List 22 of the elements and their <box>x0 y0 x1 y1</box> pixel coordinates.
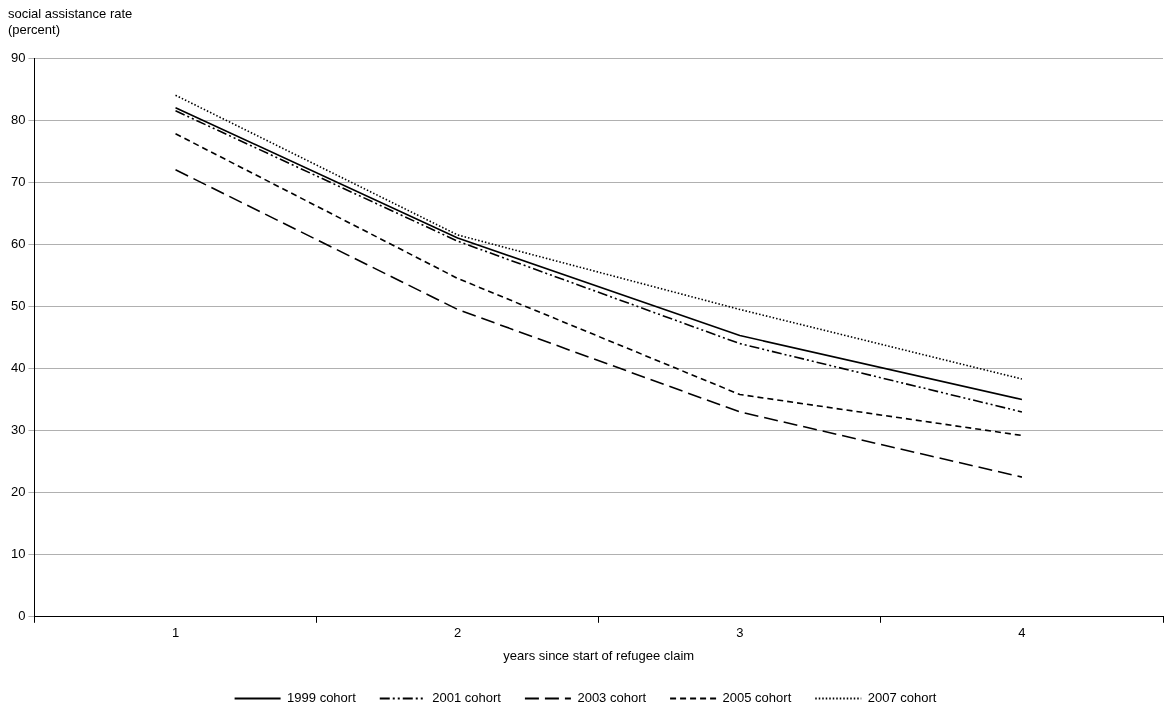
y-tick-label: 20 <box>10 484 26 500</box>
y-axis-title: social assistance rate (percent) <box>8 6 133 38</box>
legend-label: 2005 cohort <box>722 690 792 706</box>
x-tick-label: 4 <box>1018 625 1026 641</box>
x-tick-label: 3 <box>736 625 744 641</box>
y-tick-label: 70 <box>10 173 26 189</box>
y-tick-label: 40 <box>10 360 26 376</box>
y-tick-label: 0 <box>18 608 26 624</box>
y-tick-label: 30 <box>10 422 26 438</box>
x-axis-title: years since start of refugee claim <box>503 647 695 663</box>
legend-label: 1999 cohort <box>287 690 357 706</box>
y-tick-label: 80 <box>10 111 26 127</box>
x-tick-label: 2 <box>454 625 462 641</box>
y-tick-label: 90 <box>10 49 26 65</box>
y-tick-label: 60 <box>10 235 26 251</box>
line-series <box>174 168 1023 478</box>
y-tick-label: 50 <box>10 297 26 313</box>
legend-label: 2003 cohort <box>577 690 647 706</box>
y-tick-label: 10 <box>10 546 26 562</box>
legend-label: 2001 cohort <box>432 690 502 706</box>
legend-label: 2007 cohort <box>867 690 937 706</box>
x-tick-label: 1 <box>171 625 180 641</box>
